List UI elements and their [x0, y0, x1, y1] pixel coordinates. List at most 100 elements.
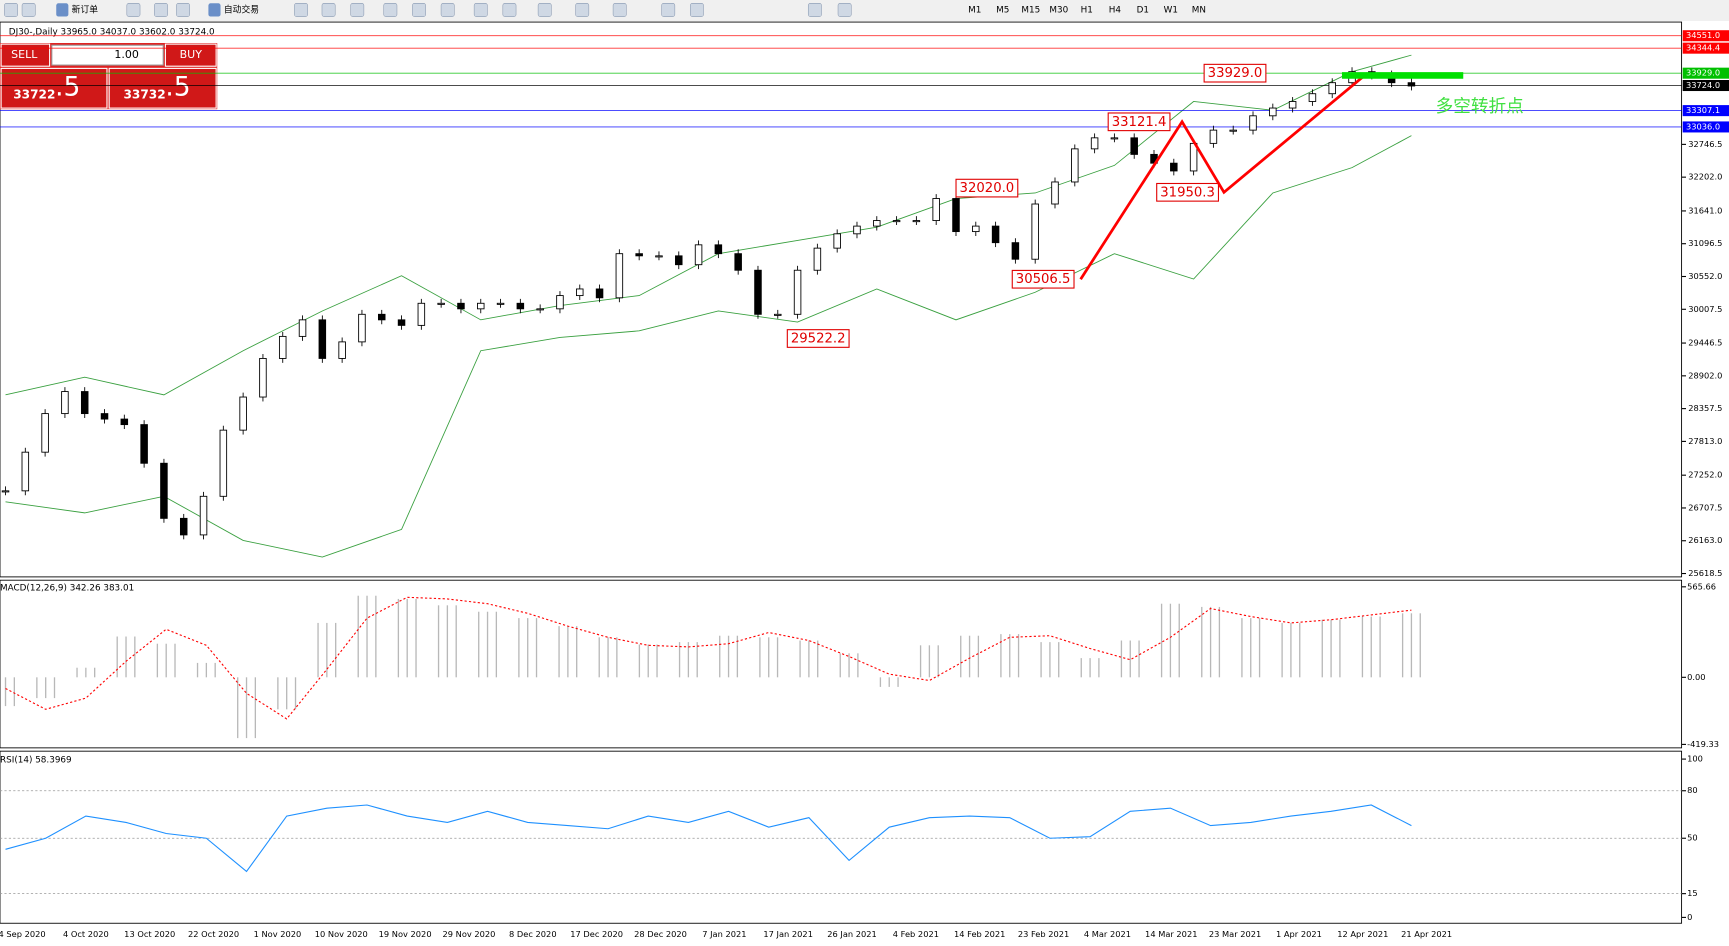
toolbar-icon[interactable]: [473, 3, 488, 17]
toolbar-icon[interactable]: [208, 3, 221, 17]
toolbar-icon[interactable]: [4, 3, 18, 17]
toolbar-icon[interactable]: [612, 3, 627, 17]
toolbar-icon[interactable]: [294, 3, 308, 17]
candle: [298, 319, 307, 337]
symbol-header: DJ30-,Daily 33965.0 34037.0 33602.0 3372…: [9, 27, 215, 37]
level-tag: [1682, 42, 1729, 54]
toolbar-icon[interactable]: [383, 3, 398, 17]
macd-label: MACD(12,26,9) 342.26 383.01: [0, 583, 134, 593]
bollinger-lower: [5, 135, 1412, 558]
level-tag: [1682, 121, 1729, 133]
date-label: 19 Nov 2020: [379, 929, 432, 939]
macd-signal: [5, 596, 1412, 720]
turning-note: 多空转折点: [1436, 96, 1524, 117]
rsi-label: RSI(14) 58.3969: [0, 755, 72, 765]
candle: [675, 255, 683, 266]
candle: [1071, 148, 1079, 183]
toolbar-icon[interactable]: [412, 3, 426, 17]
candle: [892, 220, 901, 223]
y-tick-label: 31096.5: [1688, 238, 1722, 248]
sell-text[interactable]: SELL: [11, 48, 38, 61]
y-tick-label: 28902.0: [1688, 370, 1722, 380]
annotation-box: [1107, 112, 1171, 132]
timeframe[interactable]: M5: [996, 5, 1009, 15]
candle: [140, 424, 148, 464]
timeframe[interactable]: H4: [1109, 5, 1122, 15]
date-label: 10 Nov 2020: [315, 929, 368, 939]
timeframe[interactable]: M15: [1021, 5, 1040, 15]
y-tick-label: 32746.5: [1688, 139, 1722, 149]
toolbar-icon[interactable]: [126, 3, 141, 17]
toolbar-icon[interactable]: [350, 3, 365, 17]
candle: [496, 302, 505, 305]
candle: [833, 233, 841, 249]
buy-text[interactable]: BUY: [180, 48, 203, 61]
bid-box[interactable]: [0, 67, 108, 109]
candle: [912, 220, 921, 223]
rsi-line: [5, 804, 1412, 873]
toolbar-button[interactable]: 自动交易: [224, 3, 259, 15]
toolbar-icon[interactable]: [837, 3, 852, 17]
date-label: 22 Oct 2020: [188, 929, 239, 939]
toolbar-icon[interactable]: [807, 3, 822, 17]
date-label: 8 Dec 2020: [509, 929, 557, 939]
toolbar-icon[interactable]: [661, 3, 676, 17]
sell-button[interactable]: [0, 43, 51, 67]
toolbar-icon[interactable]: [176, 3, 190, 17]
candle: [1051, 181, 1059, 205]
toolbar-button[interactable]: 新订单: [72, 3, 99, 15]
candle: [1328, 82, 1336, 95]
timeframe[interactable]: M30: [1049, 5, 1068, 15]
date-label: 14 Mar 2021: [1145, 929, 1197, 939]
candle: [813, 247, 822, 271]
y-tick-label: 30007.5: [1688, 304, 1722, 314]
y-tick-label: 100: [1687, 754, 1703, 764]
toolbar-icon[interactable]: [502, 3, 517, 17]
lot-field[interactable]: [51, 44, 164, 66]
y-tick-label: 15: [1687, 888, 1698, 898]
candle: [734, 253, 742, 271]
candle: [437, 302, 445, 305]
y-tick-label: 28357.5: [1688, 403, 1722, 413]
date-label: 28 Dec 2020: [634, 929, 687, 939]
y-tick-label: 80: [1687, 785, 1698, 795]
toolbar-icon[interactable]: [537, 3, 552, 17]
candle: [80, 391, 89, 415]
date-label: 23 Feb 2021: [1018, 929, 1069, 939]
timeframe[interactable]: MN: [1192, 5, 1206, 15]
candle: [100, 413, 109, 420]
timeframe[interactable]: D1: [1137, 5, 1149, 15]
date-label: 23 Mar 2021: [1209, 929, 1261, 939]
toolbar-icon[interactable]: [690, 3, 704, 17]
toolbar-icon[interactable]: [440, 3, 455, 17]
candle: [179, 517, 188, 536]
toolbar-icon[interactable]: [575, 3, 590, 17]
ask-box[interactable]: [108, 67, 217, 109]
level-label: 34551.0: [1686, 30, 1720, 40]
level-label: 34344.4: [1686, 43, 1720, 53]
candle: [377, 313, 386, 321]
date-label: 4 Sep 2020: [0, 929, 46, 939]
toolbar-icon[interactable]: [321, 3, 336, 17]
y-tick-label: 32202.0: [1688, 172, 1722, 182]
toolbar-icon[interactable]: [154, 3, 168, 17]
timeframe[interactable]: H1: [1081, 5, 1093, 15]
toolbar-icon[interactable]: [56, 3, 69, 17]
candle: [1110, 137, 1119, 140]
date-label: 1 Nov 2020: [254, 929, 302, 939]
candle: [61, 391, 69, 415]
date-label: 29 Nov 2020: [442, 929, 495, 939]
timeframe[interactable]: W1: [1164, 5, 1178, 15]
toolbar-icon[interactable]: [21, 3, 36, 17]
candle: [219, 429, 228, 497]
y-tick-label: 26163.0: [1688, 535, 1722, 545]
candle: [595, 288, 604, 299]
buy-button[interactable]: [164, 43, 217, 67]
lot-text[interactable]: 1.00: [114, 48, 139, 61]
level-label: 33036.0: [1686, 121, 1720, 131]
candle: [635, 253, 643, 257]
candle: [259, 357, 267, 398]
candle: [477, 302, 485, 310]
timeframe[interactable]: M1: [968, 5, 981, 15]
date-label: 17 Dec 2020: [570, 929, 623, 939]
